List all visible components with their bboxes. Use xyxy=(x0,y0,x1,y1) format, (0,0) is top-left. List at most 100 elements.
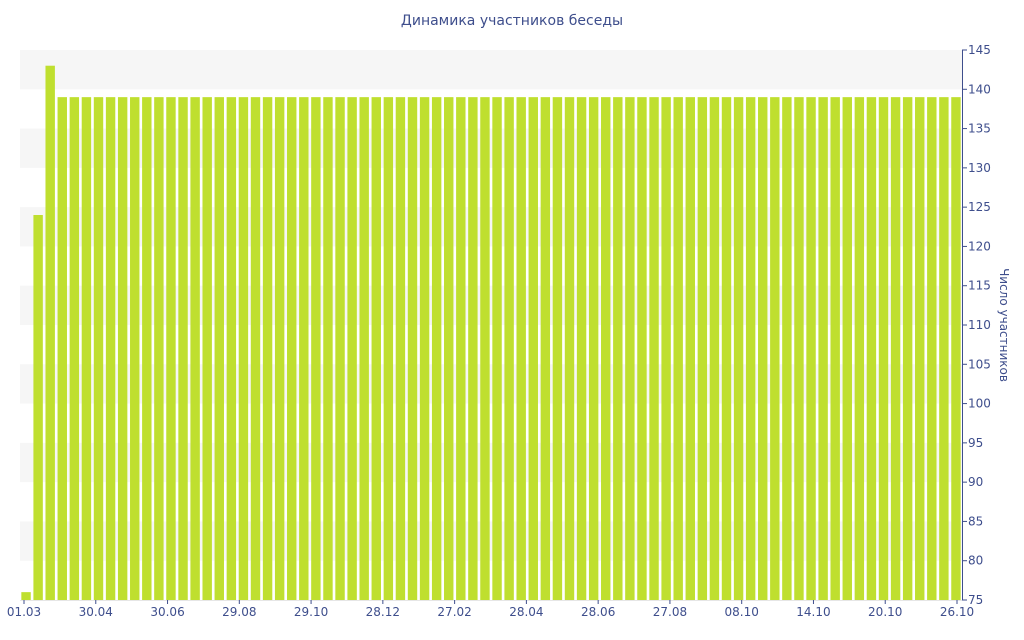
bar xyxy=(311,97,321,600)
y-tick-label: 85 xyxy=(968,514,983,528)
bar xyxy=(299,97,309,600)
bar xyxy=(323,97,333,600)
bar xyxy=(637,97,647,600)
y-tick-label: 125 xyxy=(968,200,991,214)
bar xyxy=(613,97,623,600)
x-tick-label: 29.10 xyxy=(294,605,328,619)
bar xyxy=(854,97,865,600)
bar xyxy=(226,97,237,600)
bar xyxy=(69,97,80,600)
y-tick-label: 80 xyxy=(968,554,983,568)
bar xyxy=(202,97,212,600)
bar xyxy=(262,97,273,600)
bar xyxy=(770,97,780,600)
bar xyxy=(93,97,104,600)
bar xyxy=(878,97,889,600)
bar xyxy=(335,97,345,600)
bar xyxy=(661,97,671,600)
bar xyxy=(105,97,116,600)
bar xyxy=(540,97,551,600)
bar xyxy=(250,97,261,600)
x-tick-label: 26.10 xyxy=(940,605,974,619)
x-tick-label: 27.02 xyxy=(437,605,471,619)
bar xyxy=(81,97,92,600)
bar xyxy=(142,97,152,600)
bar xyxy=(601,97,611,600)
bar xyxy=(166,97,176,600)
bar xyxy=(444,97,454,600)
y-tick-label: 120 xyxy=(968,239,991,253)
bar-series xyxy=(21,65,961,600)
y-tick-label: 140 xyxy=(968,82,991,96)
x-tick-label: 29.08 xyxy=(222,605,256,619)
bar xyxy=(492,97,502,600)
bar xyxy=(456,97,466,600)
y-tick-label: 135 xyxy=(968,122,991,136)
x-tick-label: 27.08 xyxy=(653,605,687,619)
x-tick-label: 20.10 xyxy=(868,605,902,619)
grid-band xyxy=(20,50,962,90)
bar xyxy=(419,97,430,600)
grid-band xyxy=(20,207,962,247)
bar xyxy=(274,97,285,600)
x-tick-label: 08.10 xyxy=(725,605,759,619)
x-tick-label: 28.12 xyxy=(366,605,400,619)
bar xyxy=(480,97,490,600)
bar xyxy=(576,97,587,600)
bar xyxy=(57,97,67,600)
bar xyxy=(673,97,683,600)
bar xyxy=(395,97,406,600)
y-tick-label: 105 xyxy=(968,357,991,371)
bar xyxy=(818,97,828,600)
grid-band xyxy=(20,128,962,168)
bar xyxy=(130,97,140,600)
bar xyxy=(709,97,720,600)
bar xyxy=(371,97,381,600)
bar xyxy=(552,97,563,600)
bar xyxy=(625,97,635,600)
bar xyxy=(902,97,913,600)
bar xyxy=(468,97,478,600)
bar xyxy=(830,97,840,600)
bar xyxy=(745,97,756,600)
x-tick-label: 14.10 xyxy=(796,605,830,619)
bar xyxy=(431,97,442,600)
bar xyxy=(359,97,369,600)
bar xyxy=(33,215,43,600)
bar xyxy=(951,97,961,600)
bar xyxy=(564,97,575,600)
bar xyxy=(866,97,877,600)
bar xyxy=(516,97,526,600)
bar xyxy=(697,97,708,600)
chart-title: Динамика участников беседы xyxy=(400,13,624,29)
y-axis-label: Число участников xyxy=(997,268,1011,382)
y-tick-label: 110 xyxy=(968,318,991,332)
bar xyxy=(721,97,732,600)
bar xyxy=(287,97,297,600)
bar xyxy=(178,97,188,600)
bar xyxy=(890,97,901,600)
bar xyxy=(842,97,852,600)
y-tick-label: 100 xyxy=(968,397,991,411)
y-tick-label: 130 xyxy=(968,161,991,175)
bar xyxy=(927,97,937,600)
bar xyxy=(504,97,514,600)
bar xyxy=(528,97,538,600)
bar xyxy=(939,97,949,600)
bar xyxy=(794,97,804,600)
bar xyxy=(214,97,224,600)
grid-bands xyxy=(20,50,962,561)
bar xyxy=(190,97,200,600)
bar xyxy=(383,97,394,600)
bar xyxy=(45,65,55,600)
bar xyxy=(733,97,744,600)
bar xyxy=(154,97,164,600)
grid-band xyxy=(20,364,962,404)
bar xyxy=(806,97,816,600)
grid-band xyxy=(20,285,962,325)
bar xyxy=(758,97,768,600)
x-tick-label: 01.03 xyxy=(7,605,41,619)
x-tick-label: 30.06 xyxy=(150,605,184,619)
bar xyxy=(588,97,599,600)
